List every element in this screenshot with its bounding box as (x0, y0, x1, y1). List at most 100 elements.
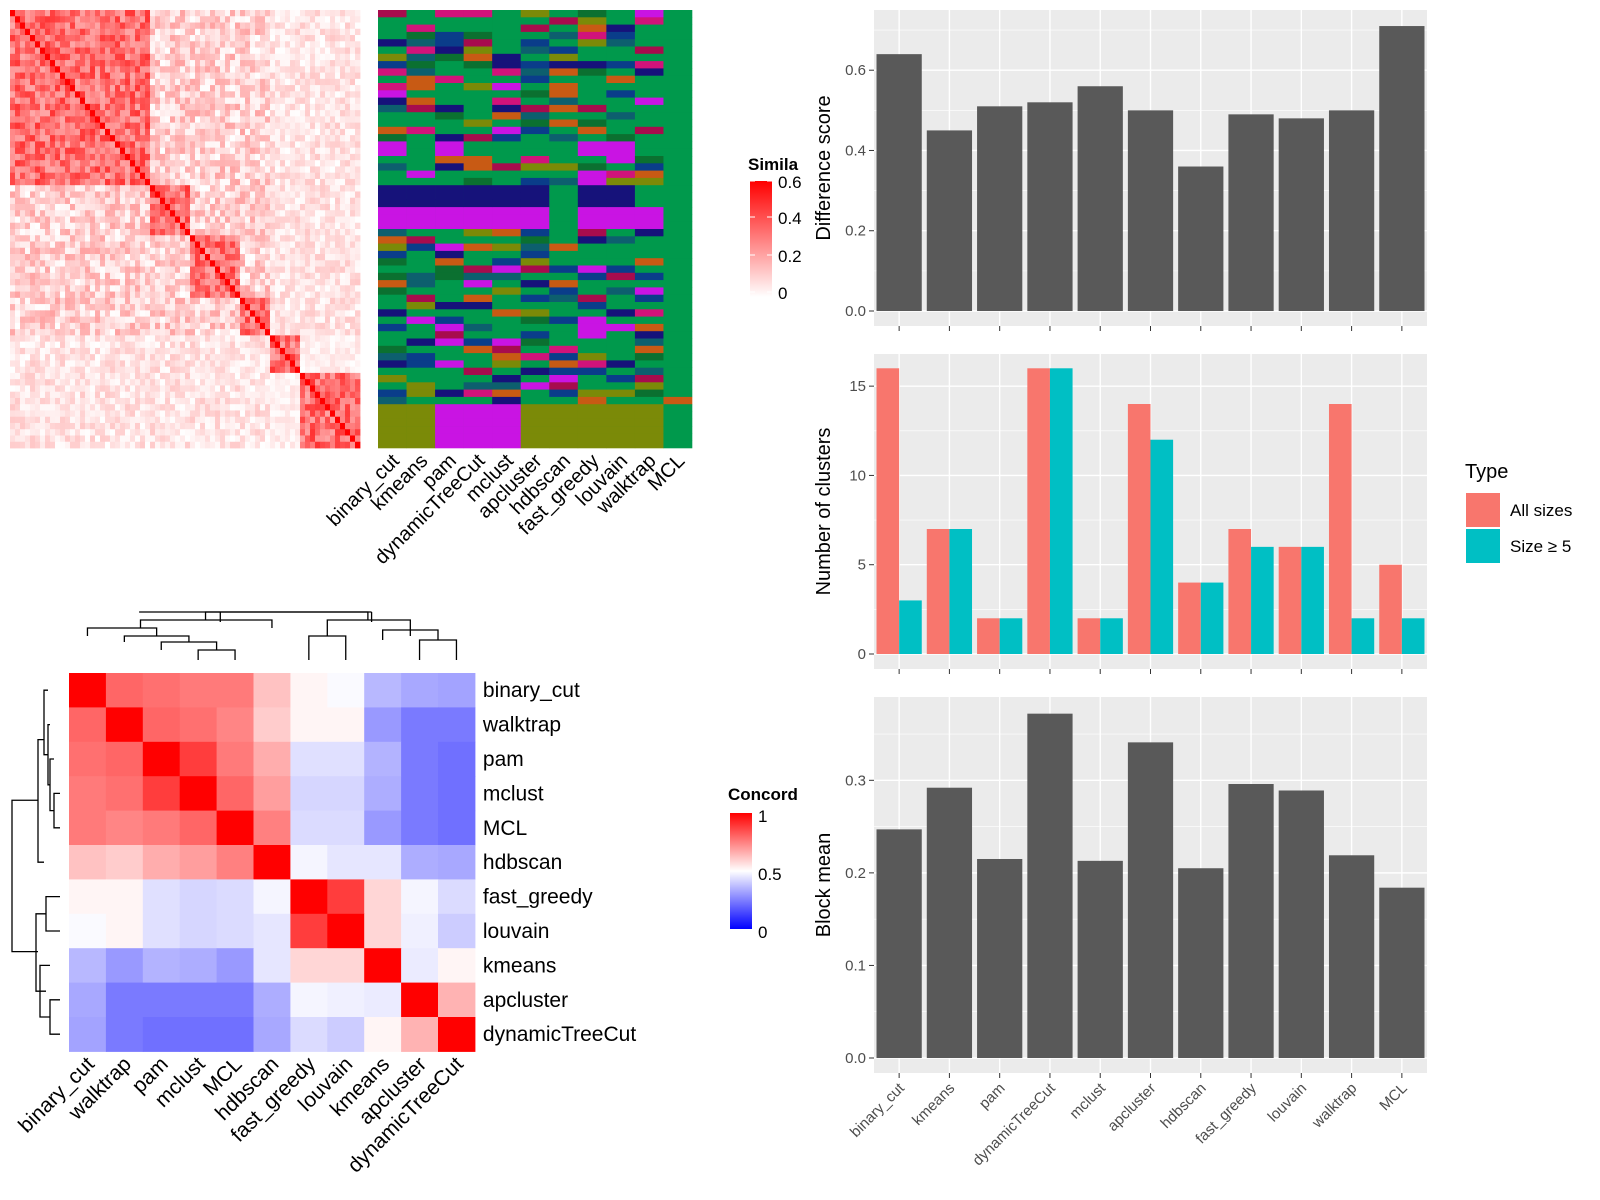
similarity-cell (310, 153, 316, 161)
similarity-cell (25, 379, 31, 386)
similarity-cell (235, 10, 241, 17)
similarity-cell (15, 172, 21, 180)
similarity-cell (70, 41, 76, 48)
similarity-cell (110, 272, 116, 280)
similarity-cell (215, 160, 221, 167)
similarity-cell (95, 53, 101, 61)
similarity-cell (130, 147, 136, 155)
similarity-cell (165, 85, 171, 92)
cluster-cell (406, 10, 436, 18)
similarity-cell (165, 10, 171, 17)
similarity-cell (265, 297, 271, 305)
similarity-cell (215, 297, 221, 305)
similarity-cell (95, 335, 101, 343)
similarity-cell (85, 247, 91, 255)
similarity-cell (295, 347, 301, 355)
cluster-cell (378, 24, 407, 33)
similarity-cell (315, 28, 321, 36)
similarity-cell (35, 191, 41, 199)
similarity-cell (15, 235, 21, 242)
similarity-cell (315, 304, 321, 311)
similarity-cell (255, 41, 261, 48)
similarity-cell (235, 72, 241, 80)
similarity-cell (180, 128, 186, 136)
similarity-cell (70, 28, 76, 36)
similarity-cell (145, 422, 151, 430)
similarity-cell (60, 47, 66, 55)
similarity-cell (80, 28, 86, 36)
similarity-cell (245, 329, 251, 336)
similarity-cell (45, 285, 51, 292)
similarity-cell (305, 185, 311, 192)
similarity-cell (230, 103, 236, 111)
similarity-cell (150, 16, 156, 23)
similarity-cell (335, 203, 341, 211)
similarity-cell (200, 429, 206, 436)
similarity-cell (35, 166, 41, 174)
similarity-cell (50, 91, 56, 98)
similarity-cell (285, 229, 291, 236)
similarity-cell (120, 166, 126, 174)
similarity-cell (330, 241, 336, 249)
similarity-cell (265, 203, 271, 211)
similarity-cell (50, 372, 56, 380)
similarity-cell (215, 410, 221, 418)
similarity-cell (65, 322, 71, 330)
similarity-cell (55, 28, 61, 36)
similarity-cell (15, 41, 21, 48)
similarity-cell (65, 53, 71, 61)
similarity-cell (330, 60, 336, 67)
similarity-cell (290, 322, 296, 330)
similarity-cell (275, 10, 281, 17)
similarity-cell (335, 41, 341, 48)
similarity-cell (340, 10, 346, 17)
similarity-cell (110, 354, 116, 361)
similarity-cell (80, 72, 86, 80)
similarity-cell (350, 341, 356, 349)
similarity-cell (235, 329, 241, 336)
similarity-cell (340, 28, 346, 36)
similarity-cell (90, 297, 96, 305)
similarity-cell (350, 103, 356, 111)
similarity-cell (335, 135, 341, 142)
similarity-cell (135, 279, 141, 286)
similarity-cell (40, 16, 46, 23)
similarity-cell (180, 391, 186, 399)
similarity-cell (125, 422, 131, 430)
similarity-cell (275, 22, 281, 30)
similarity-cell (165, 203, 171, 211)
similarity-cell (100, 416, 106, 424)
similarity-cell (250, 285, 256, 292)
similarity-cell (210, 422, 216, 430)
similarity-cell (255, 410, 261, 418)
similarity-cell (90, 260, 96, 267)
similarity-cell (185, 310, 191, 317)
similarity-cell (50, 279, 56, 286)
similarity-cell (115, 385, 121, 393)
similarity-cell (70, 354, 76, 361)
similarity-cell (145, 391, 151, 399)
similarity-cell (285, 10, 291, 17)
similarity-cell (250, 322, 256, 330)
similarity-cell (300, 166, 306, 174)
similarity-cell (270, 122, 276, 130)
similarity-cell (220, 110, 226, 117)
similarity-cell (280, 185, 286, 192)
similarity-cell (240, 147, 246, 155)
similarity-cell (270, 103, 276, 111)
similarity-cell (340, 260, 346, 267)
similarity-cell (185, 85, 191, 92)
similarity-cell (285, 360, 291, 368)
similarity-cell (155, 47, 161, 55)
similarity-cell (355, 191, 361, 199)
similarity-cell (35, 178, 41, 186)
similarity-cell (230, 135, 236, 142)
similarity-cell (285, 354, 291, 361)
similarity-cell (105, 103, 111, 111)
similarity-cell (60, 254, 66, 261)
similarity-cell (105, 429, 111, 436)
similarity-cell (120, 397, 126, 405)
similarity-cell (30, 429, 36, 436)
similarity-cell (80, 222, 86, 230)
similarity-cell (140, 416, 146, 424)
